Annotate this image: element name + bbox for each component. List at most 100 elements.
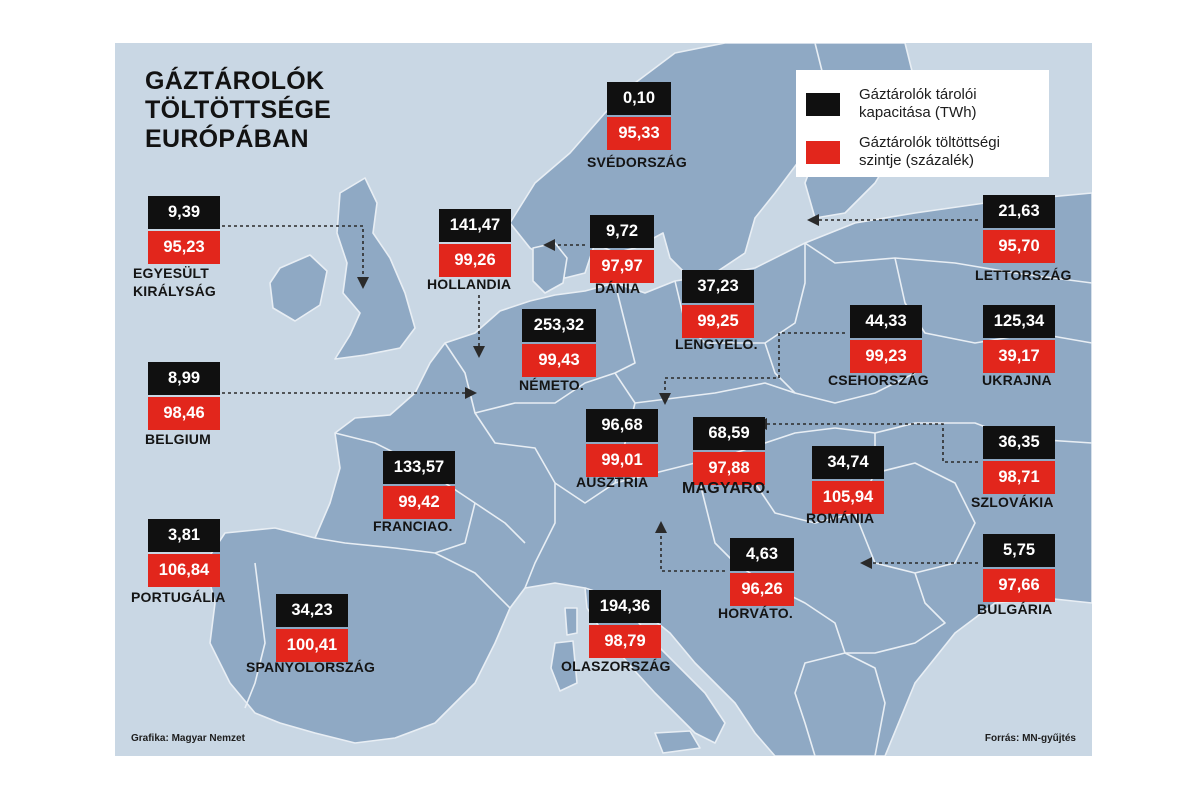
label-hungary: MAGYARO.: [682, 480, 771, 497]
britain-land: [334, 177, 416, 360]
capacity-value: 96,68: [586, 409, 658, 442]
arrowhead-croatia: [655, 521, 667, 533]
label-poland: LENGYELO.: [675, 336, 758, 352]
fill-value: 99,26: [439, 244, 511, 277]
capacity-value: 36,35: [983, 426, 1055, 459]
badge-poland: 37,23 99,25: [682, 270, 754, 338]
capacity-value: 141,47: [439, 209, 511, 242]
badge-denmark: 9,72 97,97: [590, 215, 654, 283]
label-denmark: DÁNIA: [595, 280, 641, 296]
badge-slovakia: 36,35 98,71: [983, 426, 1055, 494]
capacity-value: 5,75: [983, 534, 1055, 567]
fill-value: 106,84: [148, 554, 220, 587]
capacity-value: 194,36: [589, 590, 661, 623]
map-title: GÁZTÁROLÓK TÖLTÖTTSÉGE EURÓPÁBAN: [145, 67, 331, 154]
label-latvia: LETTORSZÁG: [975, 267, 1072, 283]
sardinia-land: [550, 640, 578, 692]
capacity-value: 0,10: [607, 82, 671, 115]
capacity-value: 44,33: [850, 305, 922, 338]
capacity-value: 3,81: [148, 519, 220, 552]
capacity-value: 34,74: [812, 446, 884, 479]
fill-value: 99,43: [522, 344, 596, 377]
arrowhead-bulgaria: [860, 557, 872, 569]
fill-value: 95,70: [983, 230, 1055, 263]
label-austria: AUSZTRIA: [576, 474, 649, 490]
badge-bulgaria: 5,75 97,66: [983, 534, 1055, 602]
fill-value: 100,41: [276, 629, 348, 662]
legend-capacity-swatch: [806, 92, 840, 116]
label-romania: ROMÁNIA: [806, 510, 875, 526]
capacity-value: 9,72: [590, 215, 654, 248]
label-uk-line-1: EGYESÜLT: [133, 265, 210, 281]
label-italy: OLASZORSZÁG: [561, 658, 671, 674]
greece-land: [794, 652, 886, 756]
ireland-land: [269, 254, 328, 322]
label-slovakia: SZLOVÁKIA: [971, 494, 1054, 510]
title-line-1: GÁZTÁROLÓK: [145, 67, 325, 95]
map-frame: GÁZTÁROLÓK TÖLTÖTTSÉGE EURÓPÁBAN Gáztáro…: [115, 43, 1092, 756]
label-germany: NÉMETO.: [519, 377, 584, 393]
legend-capacity: Gáztárolók tárolói kapacitása (TWh): [806, 86, 1029, 122]
label-croatia: HORVÁTO.: [718, 605, 793, 621]
arrow-czechia: [664, 332, 845, 395]
title-line-3: EURÓPÁBAN: [145, 125, 309, 153]
fill-value: 98,79: [589, 625, 661, 658]
capacity-value: 125,34: [983, 305, 1055, 338]
credit-graphics: Grafika: Magyar Nemzet: [131, 733, 245, 744]
badge-france: 133,57 99,42: [383, 451, 455, 519]
label-portugal: PORTUGÁLIA: [131, 589, 226, 605]
arrowhead-netherlands: [473, 346, 485, 358]
label-netherlands: HOLLANDIA: [427, 276, 512, 292]
badge-romania: 34,74 105,94: [812, 446, 884, 514]
arrowhead-denmark: [543, 239, 555, 251]
label-bulgaria: BULGÁRIA: [977, 601, 1053, 617]
label-belgium: BELGIUM: [145, 431, 211, 447]
label-sweden: SVÉDORSZÁG: [587, 154, 688, 170]
badge-czechia: 44,33 99,23: [850, 305, 922, 373]
arrow-slovakia: [765, 423, 978, 463]
fill-value: 99,25: [682, 305, 754, 338]
label-ukraine: UKRAJNA: [982, 372, 1052, 388]
badge-ukraine: 125,34 39,17: [983, 305, 1055, 373]
arrowhead-belgium: [465, 387, 477, 399]
capacity-value: 34,23: [276, 594, 348, 627]
badge-austria: 96,68 99,01: [586, 409, 658, 477]
badge-portugal: 3,81 106,84: [148, 519, 220, 587]
arrowhead-czechia: [659, 393, 671, 405]
badge-belgium: 8,99 98,46: [148, 362, 220, 430]
badge-netherlands: 141,47 99,26: [439, 209, 511, 277]
fill-value: 95,23: [148, 231, 220, 264]
capacity-value: 8,99: [148, 362, 220, 395]
fill-value: 97,97: [590, 250, 654, 283]
badge-sweden: 0,10 95,33: [607, 82, 671, 150]
legend-fill-swatch: [806, 140, 840, 164]
arrowhead-latvia: [807, 214, 819, 226]
legend-fill-label: Gáztárolók töltöttségi szintje (százalék…: [859, 134, 1000, 169]
fill-value: 99,42: [383, 486, 455, 519]
fill-value: 97,66: [983, 569, 1055, 602]
capacity-value: 253,32: [522, 309, 596, 342]
arrowhead-uk: [357, 277, 369, 289]
fill-value: 105,94: [812, 481, 884, 514]
legend-fill: Gáztárolók töltöttségi szintje (százalék…: [806, 134, 1029, 170]
legend: Gáztárolók tárolói kapacitása (TWh) Gázt…: [796, 70, 1049, 177]
badge-hungary: 68,59 97,88: [693, 417, 765, 485]
badge-uk: 9,39 95,23: [148, 196, 220, 264]
fill-value: 99,01: [586, 444, 658, 477]
badge-croatia: 4,63 96,26: [730, 538, 794, 606]
denmark-land: [532, 242, 568, 294]
fill-value: 95,33: [607, 117, 671, 150]
capacity-value: 133,57: [383, 451, 455, 484]
legend-capacity-label: Gáztárolók tárolói kapacitása (TWh): [859, 86, 977, 121]
fill-value: 97,88: [693, 452, 765, 485]
sicily-land: [654, 730, 701, 754]
capacity-value: 9,39: [148, 196, 220, 229]
badge-latvia: 21,63 95,70: [983, 195, 1055, 263]
capacity-value: 4,63: [730, 538, 794, 571]
label-spain: SPANYOLORSZÁG: [246, 659, 376, 675]
label-uk-line-2: KIRÁLYSÁG: [133, 283, 216, 299]
badge-spain: 34,23 100,41: [276, 594, 348, 662]
fill-value: 39,17: [983, 340, 1055, 373]
badge-italy: 194,36 98,79: [589, 590, 661, 658]
arrow-croatia: [660, 531, 725, 572]
